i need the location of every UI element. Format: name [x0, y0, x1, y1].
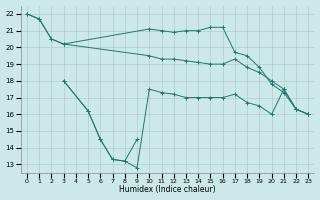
X-axis label: Humidex (Indice chaleur): Humidex (Indice chaleur): [119, 185, 216, 194]
